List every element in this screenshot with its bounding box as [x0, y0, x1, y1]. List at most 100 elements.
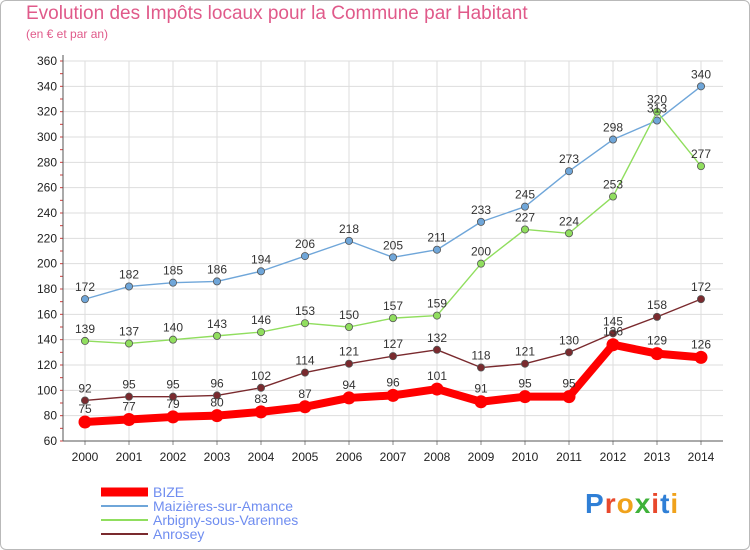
- logo-letter: t: [660, 488, 671, 519]
- data-label-Maizières-sur-Amance: 194: [251, 252, 271, 266]
- data-label-Arbigny-sous-Varennes: 224: [559, 214, 579, 228]
- data-label-Anrosey: 92: [78, 381, 92, 395]
- x-tick-label: 2012: [600, 450, 627, 464]
- data-label-Arbigny-sous-Varennes: 143: [207, 317, 227, 331]
- data-label-Maizières-sur-Amance: 172: [75, 280, 95, 294]
- legend: BIZEMaizières-sur-AmanceArbigny-sous-Var…: [101, 484, 298, 542]
- data-point-Arbigny-sous-Varennes: [476, 259, 485, 268]
- data-label-Anrosey: 172: [691, 280, 711, 294]
- data-point-Anrosey: [256, 383, 265, 392]
- data-point-Anrosey: [125, 392, 134, 401]
- y-tick-label: 180: [37, 282, 57, 296]
- data-point-Maizières-sur-Amance: [168, 278, 177, 287]
- data-label-Anrosey: 96: [210, 376, 224, 390]
- legend-label: Arbigny-sous-Varennes: [153, 512, 298, 528]
- logo-letter: x: [634, 488, 652, 519]
- data-point-Arbigny-sous-Varennes: [521, 225, 530, 234]
- series-layer: [78, 82, 708, 429]
- data-label-BIZE: 77: [122, 399, 136, 413]
- y-tick-label: 80: [44, 409, 58, 423]
- data-point-BIZE: [650, 347, 664, 361]
- data-label-BIZE: 95: [518, 377, 532, 391]
- y-tick-label: 300: [37, 130, 57, 144]
- y-tick-label: 240: [37, 206, 57, 220]
- data-label-Maizières-sur-Amance: 273: [559, 152, 579, 166]
- y-tick-label: 360: [37, 54, 57, 68]
- data-label-Maizières-sur-Amance: 182: [119, 267, 139, 281]
- x-tick-label: 2010: [512, 450, 539, 464]
- data-point-Arbigny-sous-Varennes: [212, 331, 221, 340]
- data-point-Maizières-sur-Amance: [653, 116, 662, 125]
- y-tick-label: 200: [37, 257, 57, 271]
- data-label-Arbigny-sous-Varennes: 139: [75, 322, 95, 336]
- x-tick-label: 2004: [248, 450, 275, 464]
- data-label-BIZE: 75: [78, 402, 92, 416]
- data-label-Arbigny-sous-Varennes: 320: [647, 93, 667, 107]
- data-point-Maizières-sur-Amance: [81, 295, 90, 304]
- data-label-Anrosey: 95: [166, 378, 180, 392]
- data-label-Anrosey: 118: [471, 349, 490, 363]
- data-point-BIZE: [518, 390, 532, 404]
- y-tick-label: 120: [37, 358, 57, 372]
- data-label-Arbigny-sous-Varennes: 253: [603, 178, 623, 192]
- data-point-Arbigny-sous-Varennes: [81, 336, 90, 345]
- data-label-Anrosey: 132: [427, 331, 447, 345]
- y-tick-label: 260: [37, 181, 57, 195]
- data-point-BIZE: [298, 400, 312, 414]
- logo-letter: i: [670, 488, 680, 519]
- data-point-Anrosey: [476, 363, 485, 372]
- data-label-Maizières-sur-Amance: 245: [515, 188, 535, 202]
- x-tick-label: 2003: [204, 450, 231, 464]
- legend-label: Maizières-sur-Amance: [153, 498, 293, 514]
- data-point-Maizières-sur-Amance: [432, 245, 441, 254]
- data-point-BIZE: [166, 410, 180, 424]
- data-point-BIZE: [474, 395, 488, 409]
- x-tick-label: 2006: [336, 450, 363, 464]
- data-point-Arbigny-sous-Varennes: [300, 319, 309, 328]
- axis-layer: 60 80 100 120 140 160 180 200 220 240 260 280 300 320…: [37, 54, 723, 464]
- data-point-BIZE: [78, 415, 92, 429]
- data-label-Maizières-sur-Amance: 298: [603, 121, 623, 135]
- data-point-Arbigny-sous-Varennes: [609, 192, 618, 201]
- data-label-Anrosey: 127: [383, 337, 403, 351]
- data-label-Anrosey: 130: [559, 333, 579, 347]
- data-point-Arbigny-sous-Varennes: [697, 162, 706, 171]
- data-label-Arbigny-sous-Varennes: 277: [691, 147, 711, 161]
- data-point-Anrosey: [653, 312, 662, 321]
- data-label-Arbigny-sous-Varennes: 153: [295, 304, 315, 318]
- data-point-Maizières-sur-Amance: [697, 82, 706, 91]
- data-point-BIZE: [562, 390, 576, 404]
- data-point-Anrosey: [168, 392, 177, 401]
- data-label-Anrosey: 158: [647, 298, 667, 312]
- data-label-Maizières-sur-Amance: 211: [427, 231, 446, 245]
- data-point-Arbigny-sous-Varennes: [432, 311, 441, 320]
- data-label-Anrosey: 95: [122, 378, 136, 392]
- data-point-Arbigny-sous-Varennes: [256, 328, 265, 337]
- data-label-Arbigny-sous-Varennes: 159: [427, 297, 447, 311]
- data-label-Maizières-sur-Amance: 185: [163, 264, 183, 278]
- x-tick-label: 2011: [556, 450, 582, 464]
- y-tick-label: 320: [37, 105, 57, 119]
- data-point-Anrosey: [521, 359, 530, 368]
- proxiti-logo: Proxiti: [585, 488, 679, 520]
- data-point-Arbigny-sous-Varennes: [565, 229, 574, 238]
- x-tick-label: 2007: [380, 450, 407, 464]
- data-label-BIZE: 83: [254, 392, 268, 406]
- y-tick-label: 140: [37, 333, 57, 347]
- data-point-Maizières-sur-Amance: [125, 282, 134, 291]
- data-point-Maizières-sur-Amance: [609, 135, 618, 144]
- data-label-BIZE: 79: [166, 397, 180, 411]
- data-label-Arbigny-sous-Varennes: 146: [251, 313, 271, 327]
- y-tick-label: 280: [37, 155, 57, 169]
- data-label-Maizières-sur-Amance: 340: [691, 67, 711, 81]
- data-label-Maizières-sur-Amance: 186: [207, 262, 227, 276]
- data-point-Arbigny-sous-Varennes: [125, 339, 134, 348]
- data-label-BIZE: 96: [386, 375, 400, 389]
- data-label-Maizières-sur-Amance: 233: [471, 203, 491, 217]
- legend-label: BIZE: [153, 484, 184, 500]
- data-point-Maizières-sur-Amance: [256, 267, 265, 276]
- data-point-Arbigny-sous-Varennes: [168, 335, 177, 344]
- data-point-BIZE: [430, 382, 444, 396]
